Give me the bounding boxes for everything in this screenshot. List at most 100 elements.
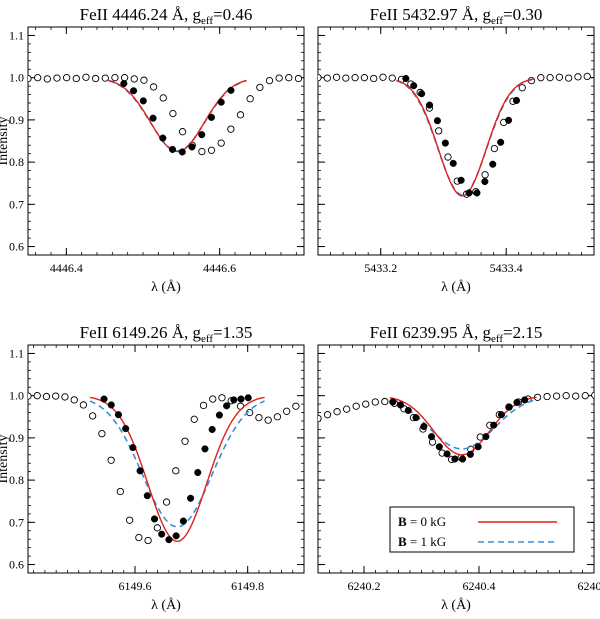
- observed-fit-point: [227, 86, 235, 94]
- legend: B = 0 kG B = 1 kG: [389, 506, 575, 553]
- observed-fit-point: [505, 403, 513, 411]
- y-tick-label: 0.7: [9, 515, 24, 529]
- observed-fit-point: [244, 394, 252, 402]
- y-tick-label: 0.7: [9, 197, 24, 211]
- observed-open-point: [89, 412, 97, 420]
- observed-open-point: [190, 415, 198, 423]
- observed-fit-point: [433, 117, 441, 125]
- observed-fit-point: [208, 425, 216, 433]
- x-tick-label: 5433.4: [490, 261, 523, 275]
- observed-open-point: [52, 392, 60, 400]
- observed-fit-point: [165, 536, 173, 544]
- observed-open-point: [207, 146, 216, 154]
- plot-area: [28, 73, 303, 156]
- observed-fit-point: [505, 116, 513, 124]
- observed-open-point: [537, 74, 545, 82]
- observed-fit-point: [114, 411, 123, 419]
- observed-open-point: [255, 413, 263, 422]
- observed-open-point: [153, 524, 161, 532]
- x-axis-label: λ (Å): [151, 597, 181, 613]
- observed-open-point: [70, 396, 78, 404]
- observed-fit-point: [497, 138, 505, 146]
- observed-open-point: [435, 127, 443, 135]
- observed-fit-point: [168, 145, 177, 153]
- x-tick-label: 6240.4: [463, 579, 496, 593]
- observed-fit-point: [172, 532, 180, 540]
- x-tick-label: 5433.2: [364, 261, 397, 275]
- observed-open-point: [33, 392, 41, 400]
- observed-fit-point: [215, 411, 223, 419]
- legend-box: [389, 506, 575, 553]
- y-axis-label: Intensity: [0, 117, 11, 166]
- panel-feii-4446: FeII 4446.24 Å, geff=0.46 0.6 0.7 0.8 0.9 1.0…: [0, 5, 305, 295]
- y-tick-label: 1.0: [9, 389, 24, 403]
- panel-title: FeII 6239.95 Å, geff=2.15: [370, 323, 543, 345]
- observed-open-point: [318, 74, 322, 82]
- observed-fit-point: [230, 396, 238, 404]
- title-value: =0.30: [503, 5, 542, 24]
- observed-open-point: [264, 416, 272, 424]
- observed-open-point: [42, 392, 51, 401]
- observed-fit-point: [223, 402, 231, 410]
- title-text: FeII 6149.26 Å, g: [80, 323, 202, 342]
- observed-fit-point: [521, 396, 529, 404]
- observed-open-point: [98, 430, 106, 438]
- y-tick-label: 0.9: [9, 113, 24, 127]
- observed-open-point: [130, 75, 138, 83]
- model-b1-curve: [389, 398, 537, 450]
- observed-fit-point: [201, 445, 209, 453]
- observed-fit-point: [513, 398, 521, 406]
- x-tick-label: 6149.8: [231, 579, 264, 593]
- y-tick-label: 0.9: [9, 431, 24, 445]
- observed-open-point: [490, 144, 499, 153]
- observed-open-point: [169, 109, 177, 118]
- x-tick-label: 6149.6: [119, 579, 152, 593]
- observed-fit-point: [187, 494, 195, 502]
- y-tick-label: 1.1: [9, 28, 24, 42]
- observed-fit-point: [404, 406, 412, 414]
- title-subscript: eff: [491, 333, 503, 345]
- y-tick-label: 0.6: [9, 240, 24, 254]
- observed-fit-point: [425, 101, 434, 109]
- model-b0-curve: [396, 78, 535, 197]
- x-axis-label: λ (Å): [441, 597, 471, 613]
- observed-fit-point: [158, 530, 166, 538]
- observed-open-point: [72, 74, 80, 83]
- observed-open-point: [178, 128, 187, 136]
- y-axis-label: Intensity: [0, 435, 11, 484]
- observed-open-point: [135, 533, 143, 542]
- observed-open-point: [581, 392, 589, 400]
- observed-open-point: [292, 402, 300, 410]
- observed-fit-point: [410, 82, 418, 90]
- observed-open-point: [236, 111, 245, 119]
- observed-open-point: [209, 395, 217, 403]
- legend-label: B = 1 kG: [398, 534, 446, 549]
- observed-open-point: [61, 393, 69, 401]
- observed-open-point: [552, 392, 561, 400]
- observed-fit-point: [179, 517, 187, 525]
- observed-open-point: [120, 74, 129, 82]
- x-tick-label: 4446.6: [203, 261, 236, 275]
- legend-label-rest: = 0 kG: [407, 514, 446, 529]
- observed-open-point: [332, 73, 341, 81]
- legend-label: B = 0 kG: [398, 514, 446, 529]
- observed-fit-point: [512, 96, 521, 105]
- observed-open-point: [246, 95, 254, 103]
- observed-open-point: [333, 408, 341, 416]
- observed-fit-point: [139, 97, 147, 105]
- observed-fit-point: [490, 421, 498, 429]
- observed-fit-point: [217, 98, 225, 106]
- observed-fit-point: [412, 414, 420, 422]
- observed-fit-point: [143, 492, 151, 500]
- x-axis-label: λ (Å): [151, 279, 181, 295]
- observed-fit-point: [122, 425, 130, 433]
- observed-open-point: [323, 74, 331, 82]
- plot-area: [318, 72, 591, 198]
- panel-title: FeII 6149.26 Å, geff=1.35: [80, 323, 253, 345]
- observed-open-point: [144, 536, 152, 545]
- observed-fit-point: [149, 114, 157, 122]
- observed-open-point: [342, 405, 351, 413]
- observed-open-point: [352, 402, 360, 410]
- observed-open-point: [79, 401, 88, 409]
- observed-open-point: [227, 125, 235, 133]
